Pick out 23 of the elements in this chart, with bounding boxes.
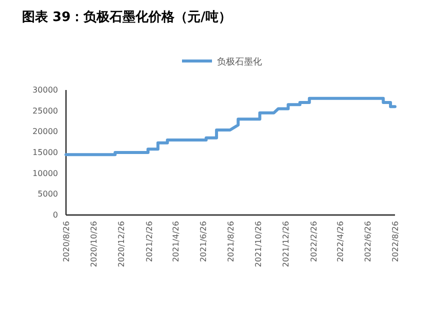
- x-tick-label: 2022/8/26: [391, 221, 400, 262]
- x-tick-label: 2020/8/26: [62, 221, 71, 262]
- line-series: [64, 96, 396, 156]
- x-tick-label: 2021/6/26: [199, 221, 208, 262]
- x-tick-label: 2021/4/26: [172, 221, 181, 262]
- x-tick-label: 2021/2/26: [144, 221, 154, 262]
- legend-label: 负极石墨化: [217, 56, 262, 68]
- y-tick-label: 30000: [32, 86, 58, 94]
- x-tick-label: 2020/12/26: [116, 221, 126, 268]
- x-tick-label: 2022/4/26: [336, 221, 346, 262]
- x-tick-label: 2022/2/26: [309, 221, 318, 262]
- x-tick-label: 2022/6/26: [364, 221, 373, 262]
- x-tick-label: 2020/10/26: [89, 221, 98, 268]
- x-tick-label: 2021/10/26: [254, 221, 263, 268]
- y-tick-label: 20000: [32, 127, 58, 136]
- y-tick-label: 5000: [38, 190, 58, 199]
- y-tick-label: 0: [52, 210, 58, 220]
- x-tick-label: 2021/12/26: [281, 221, 290, 268]
- y-tick-label: 15000: [32, 148, 58, 157]
- y-tick-label: 25000: [32, 106, 58, 116]
- x-tick-label: 2021/8/26: [226, 221, 236, 262]
- y-tick-label: 10000: [32, 168, 58, 178]
- chart-title: 图表 39：负极石墨化价格（元/吨）: [22, 10, 232, 25]
